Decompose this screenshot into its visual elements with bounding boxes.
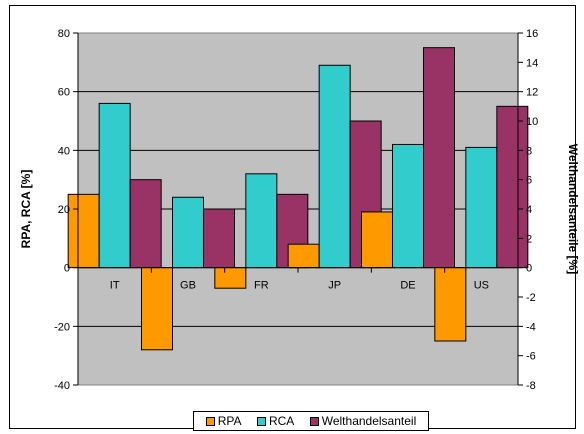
bar-rpa-it <box>67 193 100 269</box>
legend-label-rpa: RPA <box>217 414 242 428</box>
bars <box>67 47 529 351</box>
legend-swatch-rca <box>256 416 266 426</box>
y-tick-label: -20 <box>54 321 70 333</box>
bar-welthandelsanteil-de <box>423 47 455 269</box>
y-tick-label: 20 <box>58 204 70 216</box>
legend-label-rca: RCA <box>268 414 295 428</box>
legend-swatch-rpa <box>205 416 215 426</box>
y2-tick-label: 10 <box>526 116 538 128</box>
x-tick-label: US <box>474 280 489 292</box>
legend-item-rpa: RPA <box>205 414 242 428</box>
y2-tick-label: 16 <box>526 28 538 40</box>
bar-rca-it <box>98 102 131 269</box>
bar-rca-de <box>392 143 424 269</box>
bar-rca-us <box>465 146 498 269</box>
x-tick-label: IT <box>110 280 120 292</box>
x-tick-label: JP <box>328 280 341 292</box>
legend: RPA RCA Welthandelsanteil <box>193 411 429 431</box>
legend-item-welthandelsanteil: Welthandelsanteil <box>309 414 417 428</box>
bar-rpa-jp <box>287 243 320 269</box>
y-tick-label: 40 <box>58 145 70 157</box>
bar-welthandelsanteil-it <box>129 179 162 269</box>
y2-tick-label: -4 <box>526 321 536 333</box>
bar-welthandelsanteil-us <box>496 105 529 269</box>
y-tick-label: 60 <box>58 87 70 99</box>
bar-rpa-us <box>434 267 467 342</box>
legend-item-rca: RCA <box>256 414 295 428</box>
x-tick-label: GB <box>180 280 196 292</box>
y2-tick-label: 0 <box>526 263 532 275</box>
y2-tick-label: 6 <box>526 175 532 187</box>
bar-rpa-fr <box>214 267 247 289</box>
bar-rpa-de <box>361 211 393 269</box>
bar-rca-jp <box>318 64 351 269</box>
y-axis-title: RPA, RCA [%] <box>19 170 33 249</box>
y2-tick-label: 8 <box>526 145 532 157</box>
bar-rpa-gb <box>141 267 173 351</box>
y2-tick-label: 12 <box>526 87 538 99</box>
bar-rca-fr <box>245 173 278 269</box>
y2-tick-label: 2 <box>526 233 532 245</box>
y2-tick-label: -2 <box>526 292 536 304</box>
bar-welthandelsanteil-gb <box>203 208 235 269</box>
x-tick-label: FR <box>254 280 269 292</box>
y2-tick-label: -8 <box>526 380 536 392</box>
y-tick-label: 0 <box>64 263 70 275</box>
x-tick-label: DE <box>400 280 415 292</box>
y2-tick-label: 14 <box>526 57 538 69</box>
y2-tick-label: -6 <box>526 351 536 363</box>
bar-rca-gb <box>172 196 204 269</box>
y2-tick-label: 4 <box>526 204 532 216</box>
y2-axis-title: Welthandelsanteile [%] <box>566 144 580 274</box>
legend-swatch-welthandelsanteil <box>309 416 319 426</box>
y-tick-label: 80 <box>58 28 70 40</box>
legend-label-welthandelsanteil: Welthandelsanteil <box>321 414 417 428</box>
y-tick-label: -40 <box>54 380 70 392</box>
